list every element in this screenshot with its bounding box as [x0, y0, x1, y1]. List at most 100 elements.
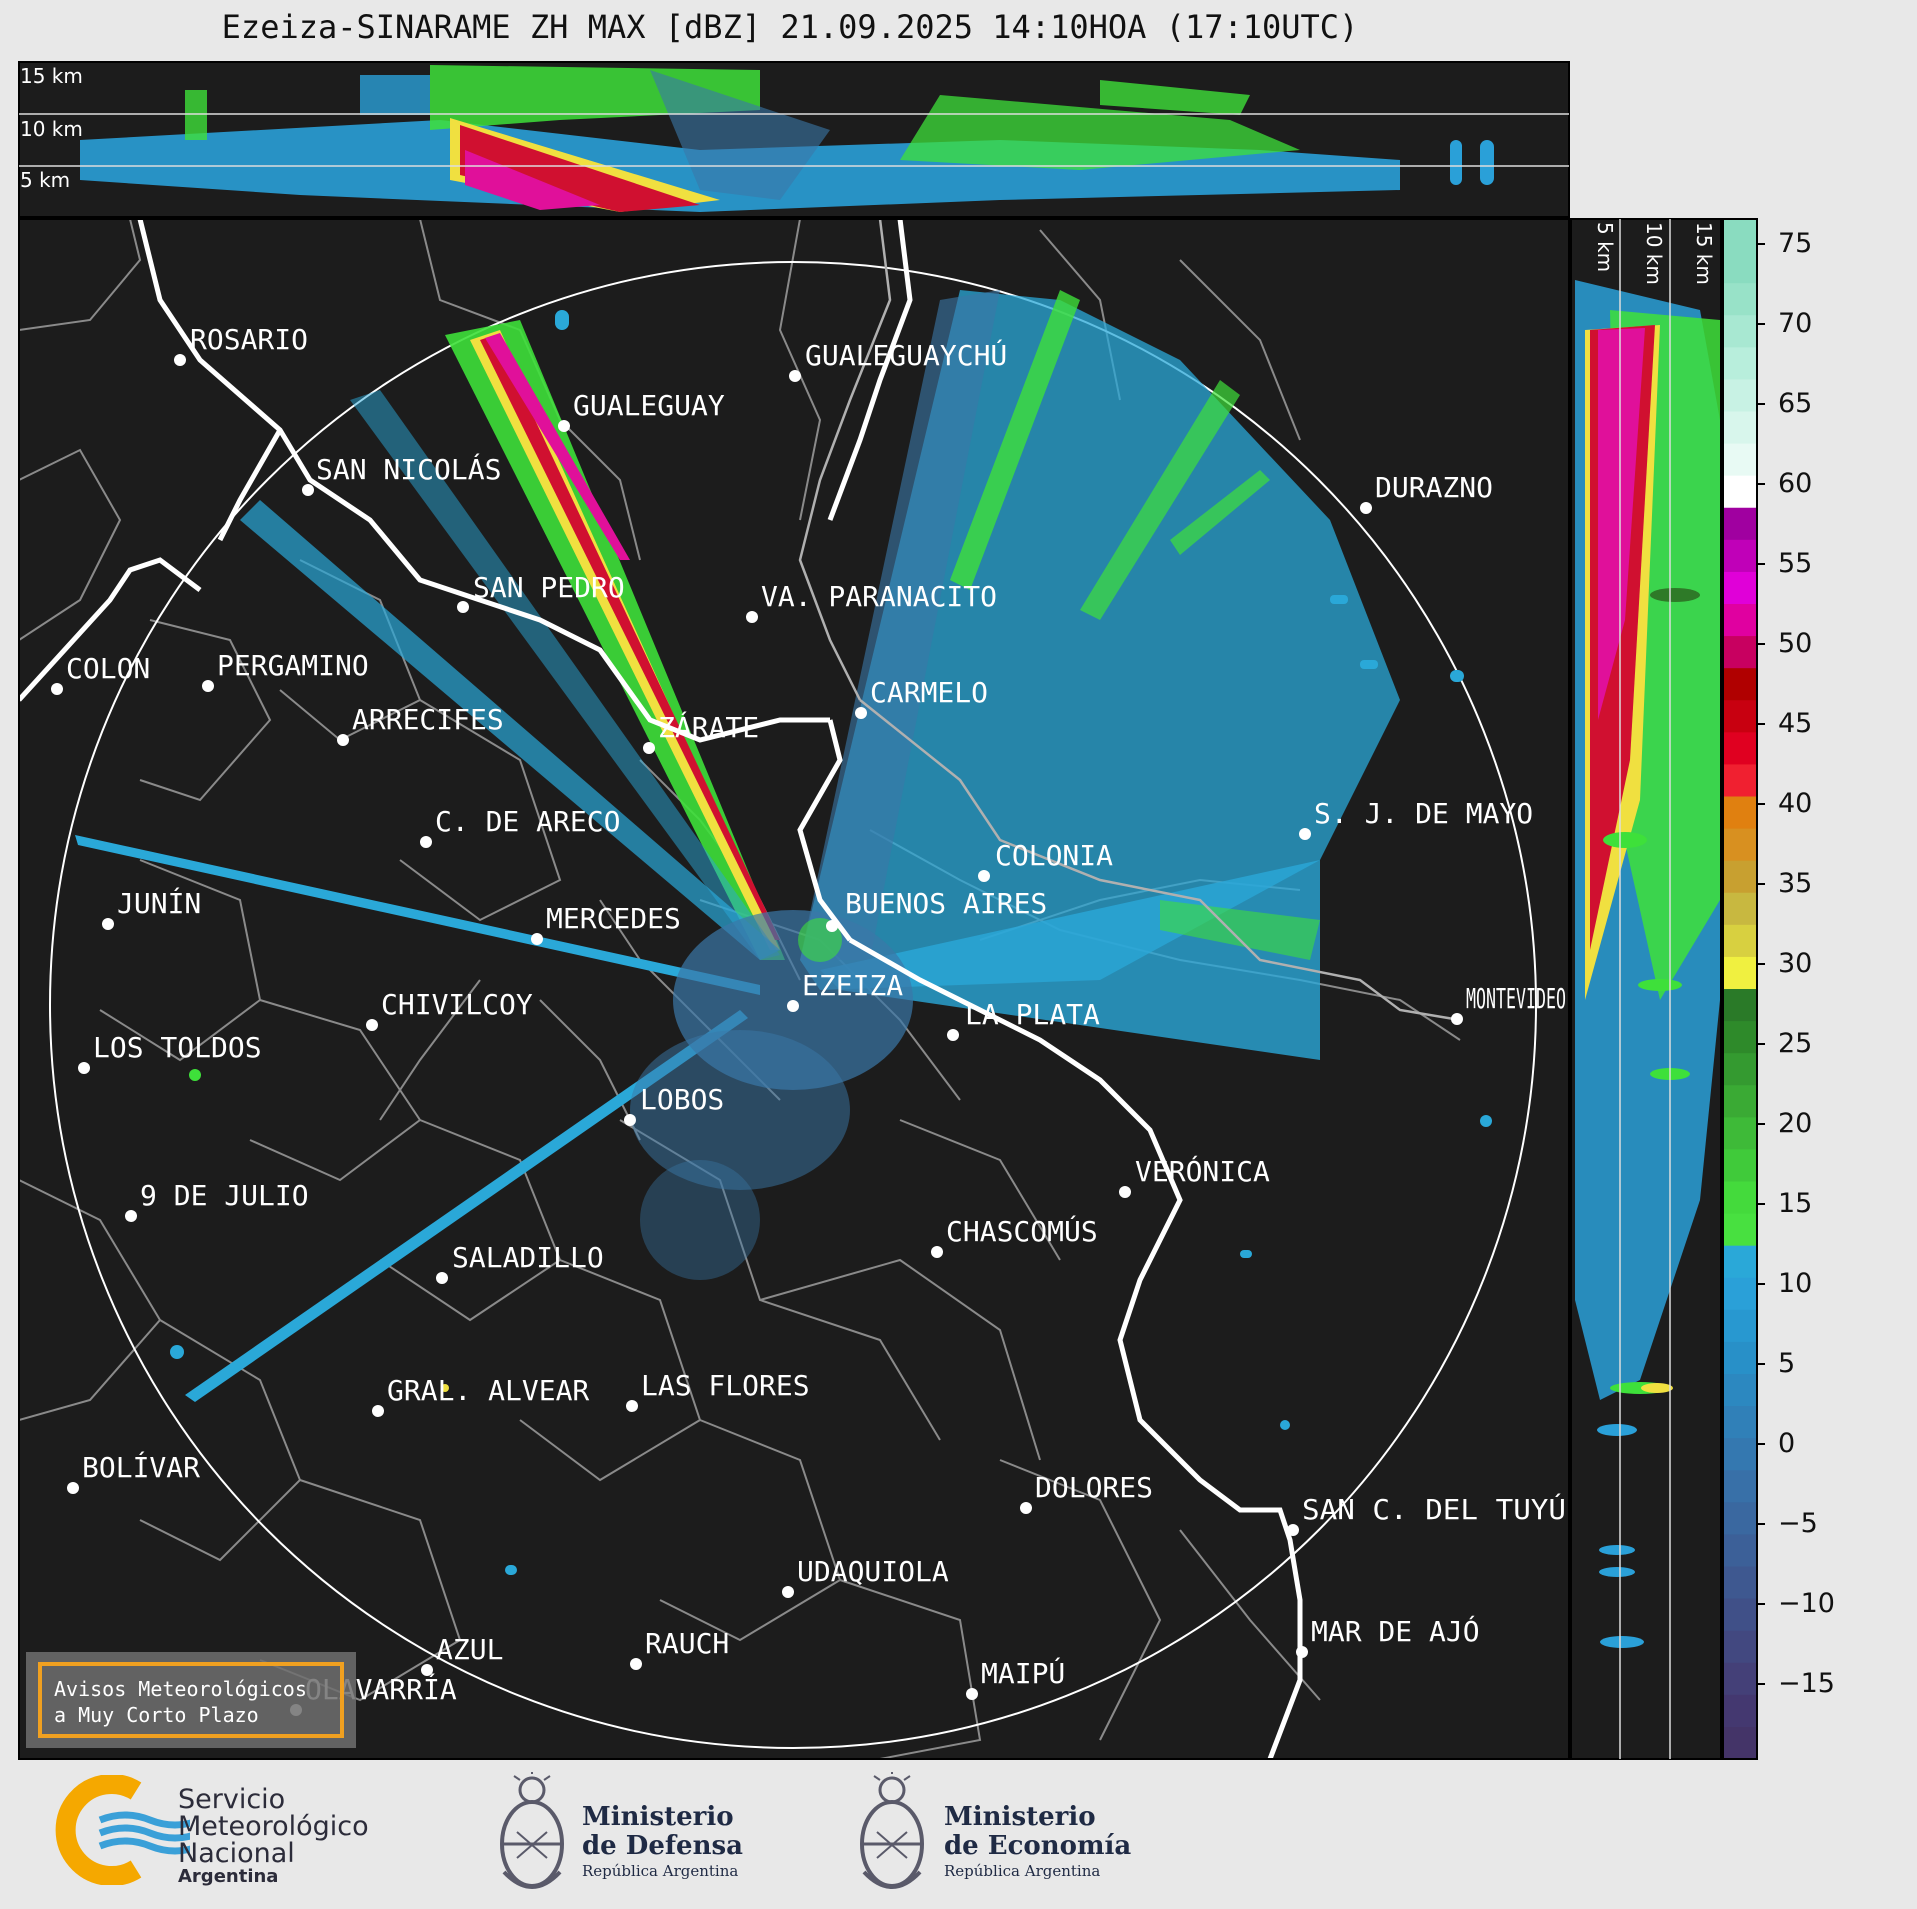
marker-udaquiola — [782, 1586, 794, 1598]
marker-lobos — [624, 1114, 636, 1126]
colorbar-tick-label: 40 — [1778, 788, 1813, 819]
city-label: SAN PEDRO — [473, 571, 625, 604]
city-label: LA PLATA — [965, 998, 1100, 1031]
marker-ezeiza — [787, 1000, 799, 1012]
colorbar-tick-label: 55 — [1778, 548, 1813, 579]
city-label: ROSARIO — [190, 323, 308, 356]
marker-dolores — [1020, 1502, 1032, 1514]
city-label: VERÓNICA — [1135, 1154, 1270, 1188]
marker-los-toldos — [78, 1062, 90, 1074]
colorbar-tick-label: 60 — [1778, 468, 1813, 499]
city-markers — [51, 354, 1463, 1716]
marker-bolivar — [67, 1482, 79, 1494]
smn-name-line1: Servicio — [178, 1784, 286, 1815]
city-label: CHASCOMÚS — [946, 1214, 1098, 1248]
city-label: C. DE ARECO — [435, 805, 620, 838]
city-label: RAUCH — [645, 1627, 729, 1660]
top-height-label-15: 15 km — [20, 64, 83, 88]
marker-gualeguaychu — [789, 370, 801, 382]
marker-zarate — [643, 742, 655, 754]
city-label: AZUL — [436, 1633, 503, 1666]
city-label: UDAQUIOLA — [797, 1555, 949, 1588]
smn-name-line3: Nacional — [178, 1838, 295, 1869]
marker-la-plata — [947, 1029, 959, 1041]
city-label: MAR DE AJÓ — [1311, 1614, 1480, 1648]
colorbar-tick-label: −10 — [1778, 1588, 1835, 1619]
city-label: SAN C. DEL TUYÚ — [1302, 1492, 1566, 1526]
marker-colonia — [978, 870, 990, 882]
marker-rauch — [630, 1658, 642, 1670]
coastline — [19, 219, 1303, 1759]
marker-maipu — [966, 1688, 978, 1700]
city-label: GUALEGUAY — [573, 389, 725, 422]
defensa-line2: de Defensa — [582, 1831, 743, 1861]
colorbar-tick-label: 15 — [1778, 1188, 1813, 1219]
marker-pergamino — [202, 680, 214, 692]
warning-line-1: Avisos Meteorológicos — [54, 1677, 307, 1701]
marker-san-nicolas — [302, 484, 314, 496]
economia-line2: de Economía — [944, 1831, 1132, 1861]
defensa-coat-of-arms-icon — [500, 1772, 564, 1889]
city-label: ZÁRATE — [658, 710, 759, 744]
marker-azul — [421, 1664, 433, 1676]
warning-box: Avisos Meteorológicos a Muy Corto Plazo — [38, 1662, 344, 1738]
city-label: CARMELO — [870, 676, 988, 709]
colorbar-tick-label: −15 — [1778, 1668, 1835, 1699]
city-label: LOBOS — [640, 1083, 724, 1116]
product-title: Ezeiza-SINARAME ZH MAX [dBZ] 21.09.2025 … — [221, 8, 1359, 46]
marker-9-de-julio — [125, 1210, 137, 1222]
colorbar-tick-label: 50 — [1778, 628, 1813, 659]
warning-line-2: a Muy Corto Plazo — [54, 1703, 259, 1727]
defensa-line1: Ministerio — [582, 1802, 734, 1832]
marker-chivilcoy — [366, 1019, 378, 1031]
city-label: GUALEGUAYCHÚ — [805, 338, 1007, 372]
city-label: COLON — [66, 652, 150, 685]
city-label: JUNÍN — [117, 886, 201, 920]
colorbar-tick-label: 35 — [1778, 868, 1813, 899]
economia-coat-of-arms-icon — [860, 1772, 924, 1889]
city-label: S. J. DE MAYO — [1314, 797, 1533, 830]
marker-saladillo — [436, 1272, 448, 1284]
smn-logo — [55, 1775, 190, 1885]
smn-name-line2: Meteorológico — [178, 1811, 369, 1842]
marker-arrecifes — [337, 734, 349, 746]
colorbar-tick-label: 10 — [1778, 1268, 1813, 1299]
city-label: DOLORES — [1035, 1471, 1153, 1504]
city-label: MONTEVIDEO — [1466, 982, 1566, 1015]
marker-veronica — [1119, 1186, 1131, 1198]
top-height-label-10: 10 km — [20, 117, 83, 141]
city-label: 9 DE JULIO — [140, 1179, 309, 1212]
marker-junin — [102, 918, 114, 930]
city-label: CHIVILCOY — [381, 988, 533, 1021]
marker-montevideo — [1451, 1013, 1463, 1025]
range-ring — [49, 261, 1537, 1749]
marker-gualeguay — [558, 420, 570, 432]
marker-c-de-areco — [420, 836, 432, 848]
smn-name-line4: Argentina — [178, 1866, 279, 1887]
marker-va-paranacito — [746, 611, 758, 623]
colorbar-tick-label: 30 — [1778, 948, 1813, 979]
marker-chascomus — [931, 1246, 943, 1258]
colorbar-tick-label: −5 — [1778, 1508, 1818, 1539]
city-label: MERCEDES — [546, 902, 681, 935]
marker-durazno — [1360, 502, 1372, 514]
city-label: PERGAMINO — [217, 649, 369, 682]
city-label: EZEIZA — [802, 969, 903, 1002]
city-label: COLONIA — [995, 839, 1113, 872]
economia-line1: Ministerio — [944, 1802, 1096, 1832]
marker-san-pedro — [457, 601, 469, 613]
marker-mercedes — [531, 933, 543, 945]
city-label: ARRECIFES — [352, 703, 504, 736]
colorbar-tick-label: 25 — [1778, 1028, 1813, 1059]
warning-box-background — [26, 1652, 356, 1748]
colorbar-tick-label: 0 — [1778, 1428, 1796, 1459]
marker-buenos-aires — [826, 920, 838, 932]
marker-s-j-de-mayo — [1299, 828, 1311, 840]
city-label: BUENOS AIRES — [845, 887, 1047, 920]
city-label: GRAL. ALVEAR — [387, 1374, 589, 1407]
marker-colon — [51, 683, 63, 695]
colorbar-tick-label: 65 — [1778, 388, 1813, 419]
city-label: DURAZNO — [1375, 471, 1493, 504]
city-label: LOS TOLDOS — [93, 1031, 262, 1064]
